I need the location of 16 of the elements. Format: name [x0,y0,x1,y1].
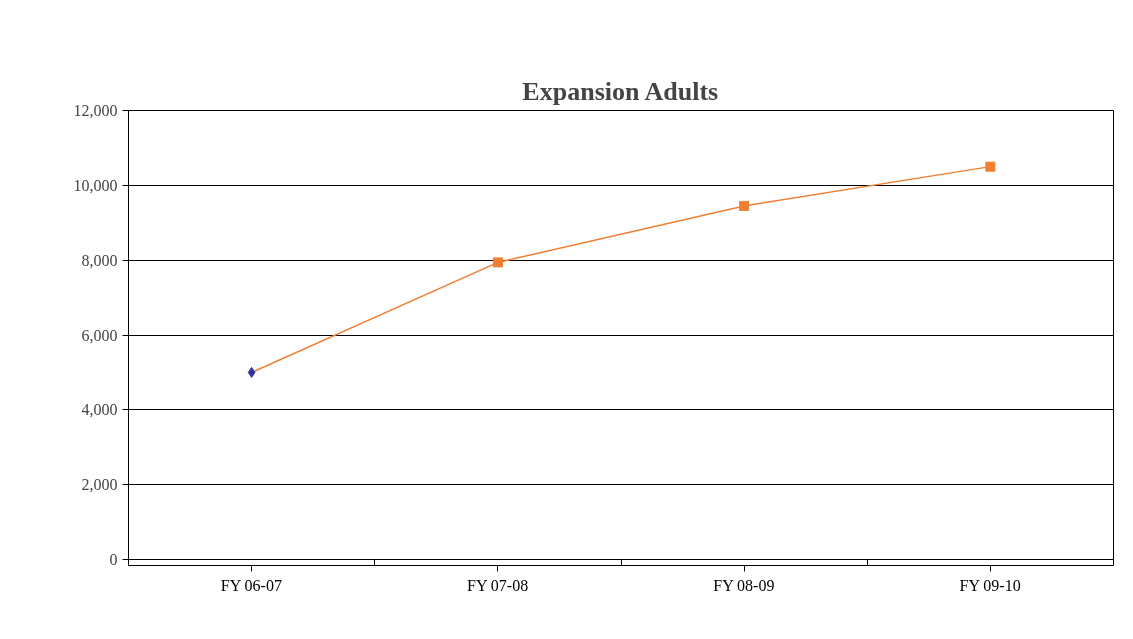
chart-title: Expansion Adults [522,76,719,106]
x-tick-label: FY 08-09 [713,576,775,594]
point [492,257,503,268]
x-tick-label: FY 06-07 [220,576,282,594]
y-tick-label: 6,000 [81,326,118,344]
x-tick-label: FY 07-08 [466,576,529,594]
x-tick-label: FY 09-10 [959,576,1021,594]
y-tick-label: 8,000 [81,251,118,269]
point [247,366,256,378]
y-tick-label: 10,000 [73,176,118,194]
y-tick-label: 12,000 [73,102,118,119]
y-tick-label: 4,000 [81,401,118,419]
point [739,200,750,211]
y-tick-label: 0 [109,551,118,568]
point [985,161,996,172]
y-tick-label: 2,000 [81,476,118,494]
